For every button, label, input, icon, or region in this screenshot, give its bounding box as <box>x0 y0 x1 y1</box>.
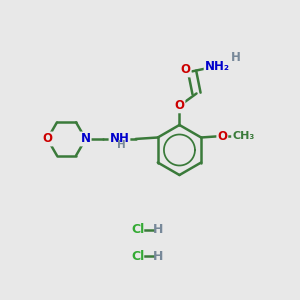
Text: H: H <box>231 51 241 64</box>
Text: O: O <box>217 130 227 142</box>
Text: O: O <box>181 63 190 76</box>
Text: O: O <box>42 133 52 146</box>
Text: Cl: Cl <box>132 250 145 262</box>
Text: N: N <box>81 133 91 146</box>
Text: H: H <box>153 250 164 262</box>
Text: NH₂: NH₂ <box>205 61 230 74</box>
Text: Cl: Cl <box>132 223 145 236</box>
Text: CH₃: CH₃ <box>232 131 254 141</box>
Text: H: H <box>153 223 164 236</box>
Text: H: H <box>117 140 126 150</box>
Text: O: O <box>174 99 184 112</box>
Text: NH: NH <box>110 133 129 146</box>
